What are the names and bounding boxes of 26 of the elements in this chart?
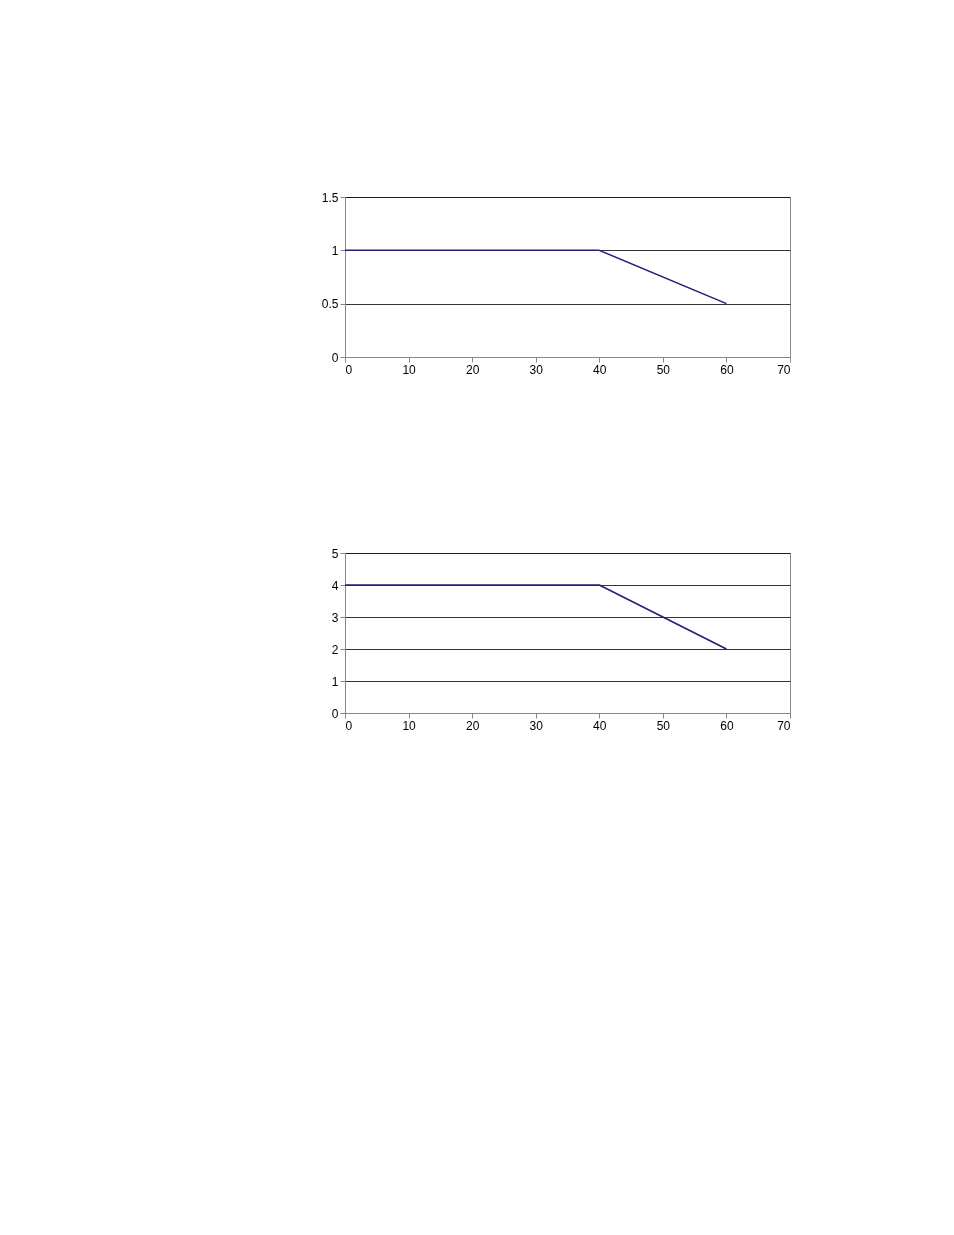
- y-tick-label: 5: [331, 546, 339, 561]
- x-tick-label: 40: [593, 718, 607, 733]
- y-tick-label: 1: [331, 243, 339, 258]
- x-tick-label: 60: [720, 362, 734, 377]
- x-tick-label: 10: [402, 362, 417, 377]
- x-tick-label: 30: [529, 718, 544, 733]
- x-tick-label: 0: [345, 718, 353, 733]
- x-tick-label: 0: [345, 362, 353, 377]
- x-tick-label: 10: [402, 718, 417, 733]
- x-tick-label: 30: [529, 362, 544, 377]
- x-tick-label: 60: [720, 718, 734, 733]
- x-tick-label: 40: [593, 362, 607, 377]
- x-tick-label: 50: [656, 362, 671, 377]
- y-tick-label: 0: [331, 706, 339, 721]
- x-tick-label: 70: [777, 362, 791, 377]
- y-tick-label: 2: [331, 642, 339, 657]
- y-tick-label: 0: [331, 350, 339, 365]
- x-tick-label: 20: [465, 362, 480, 377]
- x-tick-label: 70: [777, 718, 791, 733]
- y-tick-label: 1.5: [321, 190, 339, 205]
- x-tick-label: 50: [656, 718, 671, 733]
- y-tick-label: 0.5: [321, 297, 339, 312]
- y-tick-label: 4: [331, 578, 339, 593]
- y-tick-label: 1: [331, 674, 339, 689]
- x-tick-label: 20: [465, 718, 480, 733]
- y-tick-label: 3: [331, 610, 339, 625]
